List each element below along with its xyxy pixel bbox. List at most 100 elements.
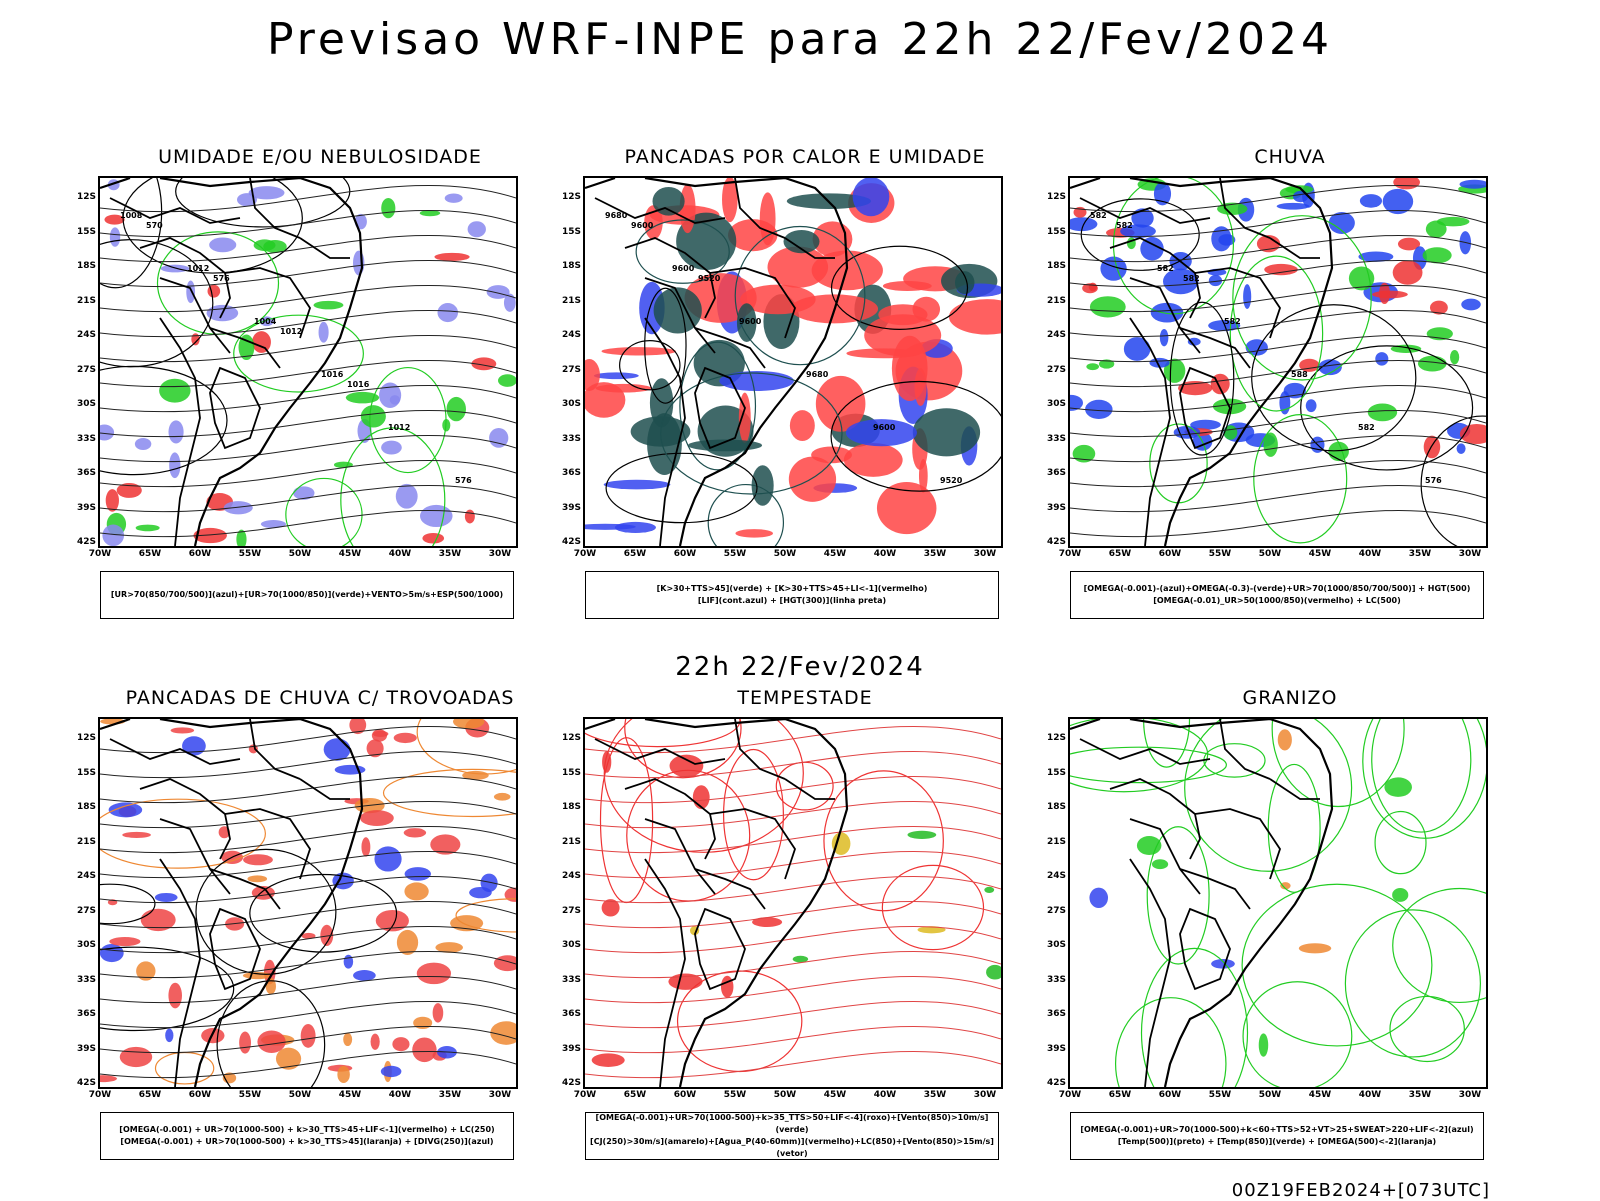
streamline bbox=[100, 234, 516, 263]
field-patch bbox=[1070, 394, 1084, 411]
contour-line bbox=[100, 798, 266, 869]
field-patch bbox=[379, 382, 402, 408]
contour-label: 9600 bbox=[631, 221, 654, 230]
field-patch bbox=[493, 792, 511, 801]
longitude-tick-label: 60W bbox=[1158, 1090, 1182, 1100]
country-border bbox=[209, 907, 261, 991]
longitude-tick-label: 30W bbox=[973, 1090, 997, 1100]
map-canvas bbox=[100, 719, 516, 1087]
field-patch bbox=[720, 975, 734, 998]
latitude-tick-label: 33S bbox=[76, 433, 96, 444]
contour-line bbox=[175, 178, 351, 228]
field-patch bbox=[252, 331, 271, 353]
longitude-tick-label: 70W bbox=[573, 549, 597, 559]
field-patch bbox=[1379, 282, 1391, 305]
streamline bbox=[585, 875, 1001, 904]
streamline bbox=[1070, 434, 1486, 463]
longitude-tick-label: 40W bbox=[388, 1090, 412, 1100]
latitude-tick-label: 42S bbox=[561, 537, 581, 547]
latitude-tick-label: 30S bbox=[76, 399, 96, 409]
forecast-map bbox=[583, 717, 1003, 1089]
longitude-tick-label: 45W bbox=[823, 549, 847, 559]
field-patch bbox=[601, 899, 620, 917]
contour-line bbox=[100, 178, 163, 289]
field-patch bbox=[486, 285, 510, 299]
country-border bbox=[624, 237, 716, 319]
contour-line bbox=[416, 719, 516, 775]
country-border bbox=[1194, 267, 1281, 339]
contour-label: 1004 bbox=[254, 317, 277, 326]
field-patch bbox=[1417, 355, 1447, 372]
contour-label: 588 bbox=[1291, 370, 1308, 379]
panel-title: UMIDADE E/OU NEBULOSIDADE bbox=[158, 146, 482, 168]
longitude-tick-label: 55W bbox=[723, 1090, 747, 1100]
field-patch bbox=[1163, 358, 1186, 383]
field-patch bbox=[412, 1037, 437, 1063]
field-patch bbox=[687, 439, 763, 452]
contour-line bbox=[1143, 719, 1191, 768]
streamline bbox=[1070, 409, 1486, 438]
contour-line bbox=[1300, 345, 1474, 471]
country-border bbox=[1269, 237, 1320, 259]
field-patch bbox=[430, 834, 461, 855]
country-border bbox=[249, 178, 301, 239]
contour-line bbox=[1070, 746, 1227, 784]
field-patch bbox=[209, 237, 237, 253]
contour-line bbox=[1232, 215, 1372, 381]
streamline bbox=[100, 309, 516, 338]
panel-legend: [K>30+TTS>45](verde) + [K>30+TTS>45+LI<-… bbox=[585, 571, 999, 619]
longitude-tick-label: 55W bbox=[238, 1090, 262, 1100]
streamline bbox=[585, 1000, 1001, 1029]
contour-line bbox=[340, 427, 446, 546]
field-patch bbox=[504, 887, 516, 902]
field-patch bbox=[878, 304, 928, 326]
streamline bbox=[585, 925, 1001, 954]
longitude-axis: 70W 65W 60W 55W 50W 45W 40W 35W 30W bbox=[574, 1090, 1003, 1102]
field-patch bbox=[453, 719, 485, 729]
longitude-tick-label: 30W bbox=[1458, 549, 1482, 559]
contour-label: 9600 bbox=[873, 423, 896, 432]
field-patch bbox=[789, 410, 815, 442]
run-timestamp: 00Z19FEB2024+[073UTC] bbox=[1231, 1180, 1490, 1201]
field-patch bbox=[912, 408, 981, 457]
contour-line bbox=[1242, 981, 1353, 1087]
field-patch bbox=[404, 867, 432, 881]
legend-line: [UR>70(850/700/500)](azul)+[UR>70(1000/8… bbox=[110, 590, 504, 599]
latitude-tick-label: 21S bbox=[76, 836, 96, 847]
field-patch bbox=[1423, 435, 1441, 459]
contour-line bbox=[1420, 415, 1486, 546]
field-patch bbox=[788, 456, 837, 502]
longitude-tick-label: 70W bbox=[1058, 1090, 1082, 1100]
field-patch bbox=[300, 1023, 316, 1048]
country-border bbox=[139, 237, 231, 319]
longitude-tick-label: 60W bbox=[1158, 549, 1182, 559]
country-border bbox=[159, 818, 231, 895]
contour-label: 582 bbox=[1358, 423, 1375, 432]
field-patch bbox=[1211, 958, 1235, 969]
field-patch bbox=[1456, 443, 1466, 454]
latitude-tick-label: 21S bbox=[561, 836, 581, 847]
country-border bbox=[209, 327, 281, 369]
contour-line bbox=[100, 883, 156, 925]
panel-title: TEMPESTADE bbox=[737, 687, 873, 709]
contour-line bbox=[1271, 719, 1405, 808]
contour-label: 1012 bbox=[280, 327, 302, 336]
latitude-tick-label: 27S bbox=[1046, 364, 1066, 375]
field-patch bbox=[105, 489, 119, 512]
field-patch bbox=[1328, 441, 1349, 462]
streamline bbox=[100, 409, 516, 438]
panel-legend: [OMEGA(-0.001)+UR>70(1000-500)+k<60+TTS>… bbox=[1070, 1112, 1484, 1160]
panel-legend: [UR>70(850/700/500)](azul)+[UR>70(1000/8… bbox=[100, 571, 514, 619]
field-patch bbox=[603, 479, 671, 490]
field-patch bbox=[186, 280, 196, 304]
field-patch bbox=[1208, 275, 1223, 287]
latitude-tick-label: 21S bbox=[1046, 836, 1066, 847]
country-border bbox=[784, 778, 835, 800]
forecast-map: 1008 1012 1004 1016 1012 576 570 576 1012 1016 bbox=[98, 176, 518, 548]
field-patch bbox=[831, 832, 851, 855]
field-patch bbox=[948, 299, 1001, 335]
latitude-tick-label: 24S bbox=[76, 871, 96, 881]
latitude-tick-label: 33S bbox=[76, 974, 96, 985]
contour-line bbox=[369, 366, 447, 474]
field-patch bbox=[416, 962, 452, 985]
